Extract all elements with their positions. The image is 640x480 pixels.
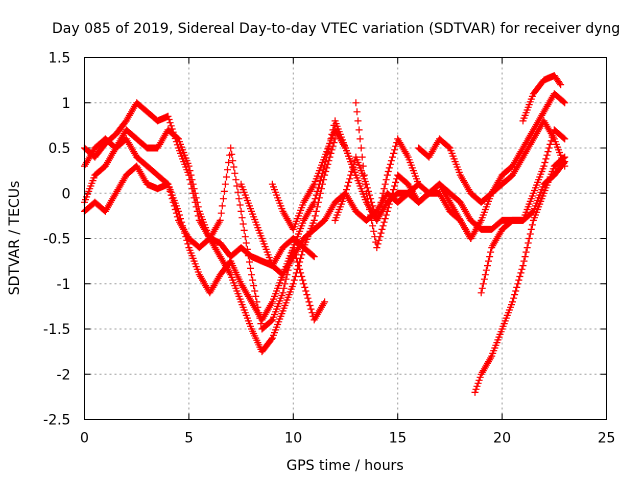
axis-ticks: 0 5 10 15 20 25 -2.5 -2 -1.5 -1 -0.5 0 0.5 1 1.5 — [43, 51, 615, 447]
marker-path — [268, 126, 475, 242]
data-markers — [81, 72, 569, 396]
plot-frame — [84, 57, 607, 420]
y-tick-label: 1 — [62, 96, 71, 112]
y-tick-label: 1.5 — [48, 51, 70, 67]
y-tick-label: -0.5 — [43, 232, 70, 248]
y-tick-label: 0 — [62, 186, 71, 202]
series-sat-k — [477, 158, 569, 297]
y-tick-label: -2.5 — [43, 413, 70, 429]
y-tick-label: 0.5 — [48, 141, 70, 157]
marker-path — [415, 117, 569, 206]
series-sat-j — [471, 153, 569, 396]
x-tick-label: 25 — [598, 431, 616, 447]
series-sat-i — [415, 117, 569, 206]
marker-path — [81, 99, 318, 270]
y-axis-label: SDTVAR / TECUs — [7, 181, 23, 296]
y-tick-label: -1 — [57, 277, 71, 293]
y-tick-label: -2 — [57, 367, 71, 383]
marker-path — [352, 90, 569, 252]
x-tick-label: 5 — [184, 431, 193, 447]
x-tick-label: 0 — [80, 431, 89, 447]
series-sat-f — [268, 126, 475, 242]
marker-path — [519, 72, 565, 125]
y-tick-label: -1.5 — [43, 322, 70, 338]
chart-title: Day 085 of 2019, Sidereal Day-to-day VTE… — [52, 21, 620, 37]
marker-path — [477, 158, 569, 297]
x-tick-label: 20 — [493, 431, 511, 447]
x-tick-label: 15 — [389, 431, 407, 447]
marker-path — [471, 153, 569, 396]
x-tick-label: 10 — [284, 431, 302, 447]
x-axis-label: GPS time / hours — [286, 458, 403, 474]
series-sat-a — [81, 99, 318, 270]
series-sat-l — [519, 72, 565, 125]
series-sat-h — [352, 90, 569, 252]
